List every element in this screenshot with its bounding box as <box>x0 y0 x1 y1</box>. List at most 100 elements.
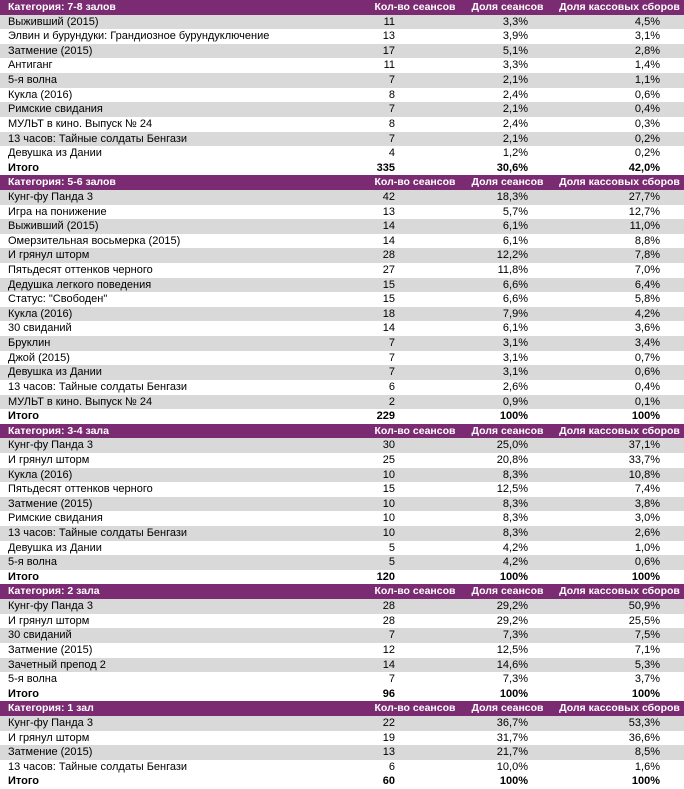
value-cell: 7,5% <box>634 629 660 642</box>
value-cell: 2,6% <box>634 527 660 539</box>
film-title: Кунг-фу Панда 3 <box>8 600 93 613</box>
data-row: Затмение (2015) 13 21,7% 8,5% <box>0 745 684 760</box>
total-value: 120 <box>376 570 395 583</box>
data-row: И грянул шторм 19 31,7% 36,6% <box>0 731 684 746</box>
value-cell: 13 <box>382 205 395 218</box>
value-cell: 7,3% <box>502 673 528 686</box>
value-cell: 0,1% <box>634 395 660 408</box>
value-cell: 3,4% <box>634 337 660 350</box>
column-header: Доля сеансов <box>471 424 544 437</box>
value-cell: 5,8% <box>634 293 660 306</box>
film-title: 30 свиданий <box>8 629 72 642</box>
value-cell: 7 <box>388 132 395 145</box>
data-row: Затмение (2015) 17 5,1% 2,8% <box>0 43 684 59</box>
value-cell: 8,3% <box>502 497 528 510</box>
section-title: Категория: 3-4 зала <box>8 424 109 437</box>
total-value: 229 <box>376 410 395 423</box>
value-cell: 6,6% <box>502 278 528 291</box>
value-cell: 3,1% <box>634 30 660 43</box>
column-header: Доля сеансов <box>471 176 544 189</box>
value-cell: 15 <box>382 278 395 291</box>
data-row: Кунг-фу Панда 3 42 18,3% 27,7% <box>0 189 684 205</box>
value-cell: 5,3% <box>634 658 660 671</box>
value-cell: 1,1% <box>634 74 660 87</box>
value-cell: 25,5% <box>628 614 660 627</box>
film-title: Антиганг <box>8 59 53 72</box>
column-header: Доля кассовых сборов <box>559 702 680 715</box>
film-title: Игра на понижение <box>8 205 107 218</box>
data-row: Римские свидания 7 2,1% 0,4% <box>0 102 684 117</box>
value-cell: 7,4% <box>634 483 660 496</box>
value-cell: 11,0% <box>629 220 660 233</box>
data-row: И грянул шторм 25 20,8% 33,7% <box>0 453 684 468</box>
value-cell: 0,2% <box>634 132 660 145</box>
total-value: 30,6% <box>496 161 528 174</box>
value-cell: 7,3% <box>502 629 528 642</box>
value-cell: 29,2% <box>496 600 528 613</box>
value-cell: 37,1% <box>628 439 660 452</box>
value-cell: 28 <box>382 600 395 613</box>
column-header: Кол-во сеансов <box>374 176 456 189</box>
value-cell: 14 <box>382 234 395 247</box>
value-cell: 0,6% <box>634 366 660 379</box>
value-cell: 7 <box>388 74 395 87</box>
section-header: Категория: 5-6 залов Кол-во сеансов Доля с… <box>0 175 684 190</box>
value-cell: 17 <box>382 44 395 57</box>
value-cell: 7 <box>388 673 395 686</box>
data-row: Кукла (2016) 8 2,4% 0,6% <box>0 88 684 103</box>
value-cell: 1,2% <box>502 147 528 160</box>
value-cell: 10 <box>382 497 395 510</box>
value-cell: 3,6% <box>634 322 660 335</box>
data-row: МУЛЬТ в кино. Выпуск № 24 2 0,9% 0,1% <box>0 394 684 410</box>
data-row: Выживший (2015) 11 3,3% 4,5% <box>0 14 684 30</box>
value-cell: 15 <box>382 483 395 496</box>
column-header: Доля сеансов <box>471 585 544 598</box>
total-label: Итого <box>8 410 40 423</box>
value-cell: 8,3% <box>502 527 528 539</box>
column-header: Кол-во сеансов <box>374 1 456 13</box>
film-title: Девушка из Дании <box>8 366 102 379</box>
film-title: 13 часов: Тайные солдаты Бенгази <box>8 380 188 393</box>
film-title: Девушка из Дании <box>8 541 102 554</box>
value-cell: 2 <box>388 395 395 408</box>
film-title: Омерзительная восьмерка (2015) <box>8 234 181 247</box>
total-value: 100% <box>631 775 660 788</box>
value-cell: 25,0% <box>496 439 528 452</box>
film-title: МУЛЬТ в кино. Выпуск № 24 <box>8 117 153 130</box>
value-cell: 6 <box>388 760 395 773</box>
data-row: Затмение (2015) 12 12,5% 7,1% <box>0 643 684 658</box>
value-cell: 10 <box>382 512 395 525</box>
data-row: Девушка из Дании 7 3,1% 0,6% <box>0 365 684 380</box>
total-value: 100% <box>499 687 528 700</box>
value-cell: 0,2% <box>634 147 660 160</box>
film-title: Статус: "Свободен" <box>8 293 108 306</box>
value-cell: 12,5% <box>496 643 528 656</box>
value-cell: 0,6% <box>634 556 660 569</box>
data-row: МУЛЬТ в кино. Выпуск № 24 8 2,4% 0,3% <box>0 117 684 132</box>
film-title: Выживший (2015) <box>8 220 99 233</box>
value-cell: 8,5% <box>634 746 660 759</box>
value-cell: 14 <box>382 658 395 671</box>
value-cell: 5,7% <box>502 205 528 218</box>
data-row: Элвин и бурундуки: Грандиозное бурундукл… <box>0 29 684 44</box>
film-title: Пятьдесят оттенков черного <box>8 264 153 276</box>
value-cell: 20,8% <box>496 453 528 466</box>
section-title: Категория: 2 зала <box>8 585 100 598</box>
data-row: Антиганг 11 3,3% 1,4% <box>0 58 684 73</box>
value-cell: 10,0% <box>496 760 528 773</box>
value-cell: 3,0% <box>634 512 660 525</box>
column-header: Доля сеансов <box>471 1 544 13</box>
value-cell: 14,6% <box>496 658 528 671</box>
value-cell: 8 <box>388 117 395 130</box>
total-row: Итого 229 100% 100% <box>0 409 684 424</box>
value-cell: 12,2% <box>496 249 528 262</box>
value-cell: 11 <box>383 15 395 28</box>
data-row: Статус: "Свободен" 15 6,6% 5,8% <box>0 292 684 307</box>
value-cell: 27 <box>382 264 395 276</box>
value-cell: 8,8% <box>634 234 660 247</box>
data-row: 30 свиданий 14 6,1% 3,6% <box>0 321 684 336</box>
column-header: Доля кассовых сборов <box>559 424 680 437</box>
value-cell: 2,1% <box>502 132 528 145</box>
value-cell: 2,4% <box>502 117 528 130</box>
value-cell: 36,7% <box>496 716 528 729</box>
